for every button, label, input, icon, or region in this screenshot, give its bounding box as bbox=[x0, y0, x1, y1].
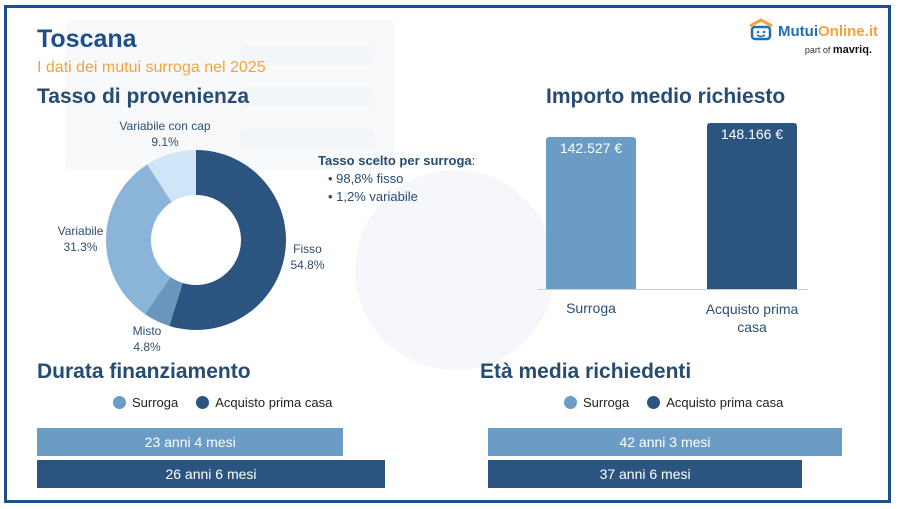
bar-surroga: 142.527 € bbox=[546, 137, 636, 289]
slice-value: 31.3% bbox=[63, 240, 98, 254]
slice-variabile-cap bbox=[147, 150, 196, 203]
pie-title: Tasso di provenienza bbox=[37, 85, 249, 108]
page-title: Toscana bbox=[37, 25, 137, 53]
label-fisso: Fisso 54.8% bbox=[285, 241, 330, 273]
slice-misto bbox=[144, 277, 183, 326]
logo: MutuiOnline.it part of mavriq. bbox=[748, 18, 878, 56]
label-variabile: Variabile 31.3% bbox=[48, 223, 113, 255]
legend-label: Surroga bbox=[132, 395, 179, 410]
legend: Surroga Acquisto prima casa bbox=[113, 395, 332, 410]
bar-eta-acquisto: 37 anni 6 mesi bbox=[488, 460, 803, 488]
label-variabile-cap: Variabile con cap 9.1% bbox=[105, 118, 225, 150]
bar-acquisto: 148.166 € bbox=[707, 123, 797, 289]
logo-icon bbox=[749, 18, 773, 41]
legend-swatch bbox=[113, 396, 126, 409]
bar-value: 142.527 € bbox=[559, 140, 623, 157]
note: Tasso scelto per surroga: • 98,8% fisso … bbox=[318, 153, 476, 204]
page-subtitle: I dati dei mutui surroga nel 2025 bbox=[37, 59, 266, 76]
bar-durata-surroga: 23 anni 4 mesi bbox=[37, 428, 344, 456]
legend-swatch bbox=[564, 396, 577, 409]
legend-swatch bbox=[196, 396, 210, 409]
slice-label: Variabile con cap bbox=[119, 119, 211, 133]
note-item: 98,8% fisso bbox=[336, 171, 404, 186]
category-label: Surroga bbox=[566, 300, 616, 316]
axis-line bbox=[538, 289, 808, 290]
legend-swatch bbox=[647, 396, 661, 409]
bar-eta-surroga: 42 anni 3 mesi bbox=[488, 428, 842, 456]
frame bbox=[4, 5, 891, 503]
logo-tagline: part of bbox=[804, 45, 831, 55]
background-decoration bbox=[240, 87, 375, 107]
logo-text-2: Online.it bbox=[817, 22, 878, 40]
slice-label: Fisso bbox=[293, 242, 322, 256]
bar-value: 148.166 € bbox=[720, 126, 784, 142]
slice-variabile bbox=[106, 164, 172, 315]
durata-title: Durata finanziamento bbox=[37, 360, 251, 383]
logo-tagline-brand: mavriq. bbox=[832, 44, 872, 56]
logo-text: Mutui bbox=[778, 22, 818, 40]
legend-label: Acquisto prima casa bbox=[215, 395, 333, 410]
slice-value: 54.8% bbox=[290, 258, 325, 272]
category-label: Acquisto prima casa bbox=[705, 301, 799, 335]
legend-label: Acquisto prima casa bbox=[666, 395, 784, 410]
slice-label: Misto bbox=[132, 324, 162, 338]
background-decoration bbox=[240, 128, 375, 148]
slice-value: 9.1% bbox=[151, 135, 179, 149]
background-decoration bbox=[355, 170, 555, 370]
slice-label: Variabile bbox=[57, 224, 104, 238]
label-misto: Misto 4.8% bbox=[122, 323, 172, 355]
eta-title: Età media richiedenti bbox=[480, 360, 692, 383]
slice-value: 4.8% bbox=[133, 340, 161, 354]
legend: Surroga Acquisto prima casa bbox=[564, 395, 783, 410]
importo-title: Importo medio richiesto bbox=[546, 85, 786, 108]
background-decoration bbox=[240, 45, 375, 65]
bar-durata-acquisto: 26 anni 6 mesi bbox=[37, 460, 385, 488]
legend-label: Surroga bbox=[583, 395, 630, 410]
note-colon: : bbox=[471, 153, 476, 168]
slice-fisso bbox=[169, 150, 287, 330]
note-title: Tasso scelto per surroga bbox=[318, 153, 472, 168]
note-item: 1,2% variabile bbox=[336, 189, 418, 204]
